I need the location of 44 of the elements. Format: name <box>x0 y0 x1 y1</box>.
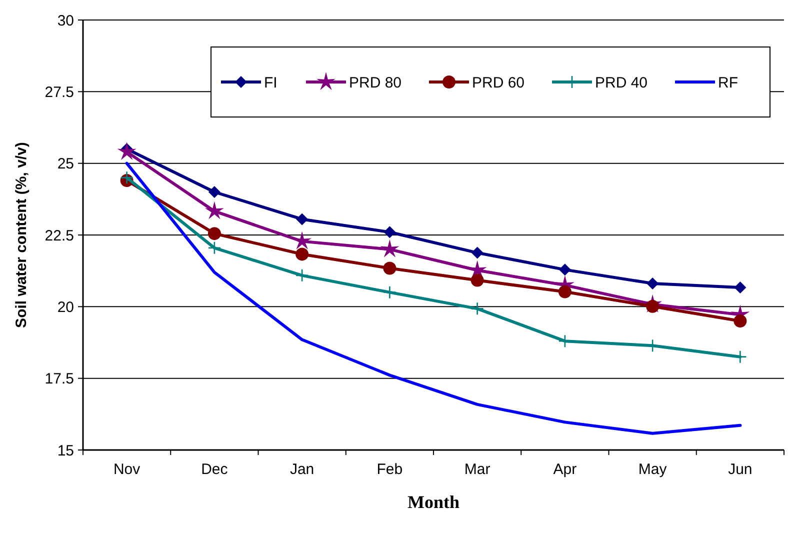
point <box>208 241 222 255</box>
legend-label: PRD 80 <box>349 74 402 92</box>
x-axis-title: Month <box>407 492 460 512</box>
y-tick-label: 22.5 <box>44 227 74 244</box>
point <box>208 186 220 198</box>
point <box>117 142 136 160</box>
point <box>646 277 659 290</box>
x-tick-label: Dec <box>201 461 228 478</box>
point <box>296 248 309 261</box>
y-tick-label: 15 <box>57 442 74 460</box>
x-tick-label: Jun <box>728 461 752 478</box>
point <box>734 314 747 328</box>
point <box>558 264 571 276</box>
legend-label: FI <box>264 74 278 92</box>
x-tick-label: Nov <box>113 461 141 478</box>
y-tick-label: 30 <box>57 12 74 30</box>
point <box>295 268 309 282</box>
point <box>380 239 400 258</box>
y-axis-title: Soil water content (%, v/v) <box>13 142 30 328</box>
line-series <box>125 162 742 435</box>
y-tick-label: 17.5 <box>44 370 74 388</box>
x-tick-label: Jan <box>290 461 314 478</box>
point <box>558 285 572 298</box>
point <box>734 281 746 294</box>
x-tick-label: Mar <box>464 461 490 478</box>
x-tick-label: May <box>638 461 668 478</box>
x-tick-label: Feb <box>376 461 403 478</box>
point <box>470 274 484 287</box>
point <box>383 262 396 275</box>
point <box>120 171 134 184</box>
y-tick-label: 25 <box>57 156 74 173</box>
point <box>208 227 221 240</box>
point <box>383 286 396 299</box>
legend-label: RF <box>718 74 738 92</box>
legend-label: PRD 40 <box>595 74 648 92</box>
x-tick-label: Apr <box>553 461 577 478</box>
point <box>204 201 224 220</box>
y-tick-label: 27.5 <box>44 84 74 101</box>
point <box>471 246 484 259</box>
point <box>384 226 396 238</box>
point <box>470 302 484 316</box>
legend-label: PRD 60 <box>472 74 525 92</box>
y-tick-label: 20 <box>57 298 74 316</box>
point <box>296 213 308 226</box>
